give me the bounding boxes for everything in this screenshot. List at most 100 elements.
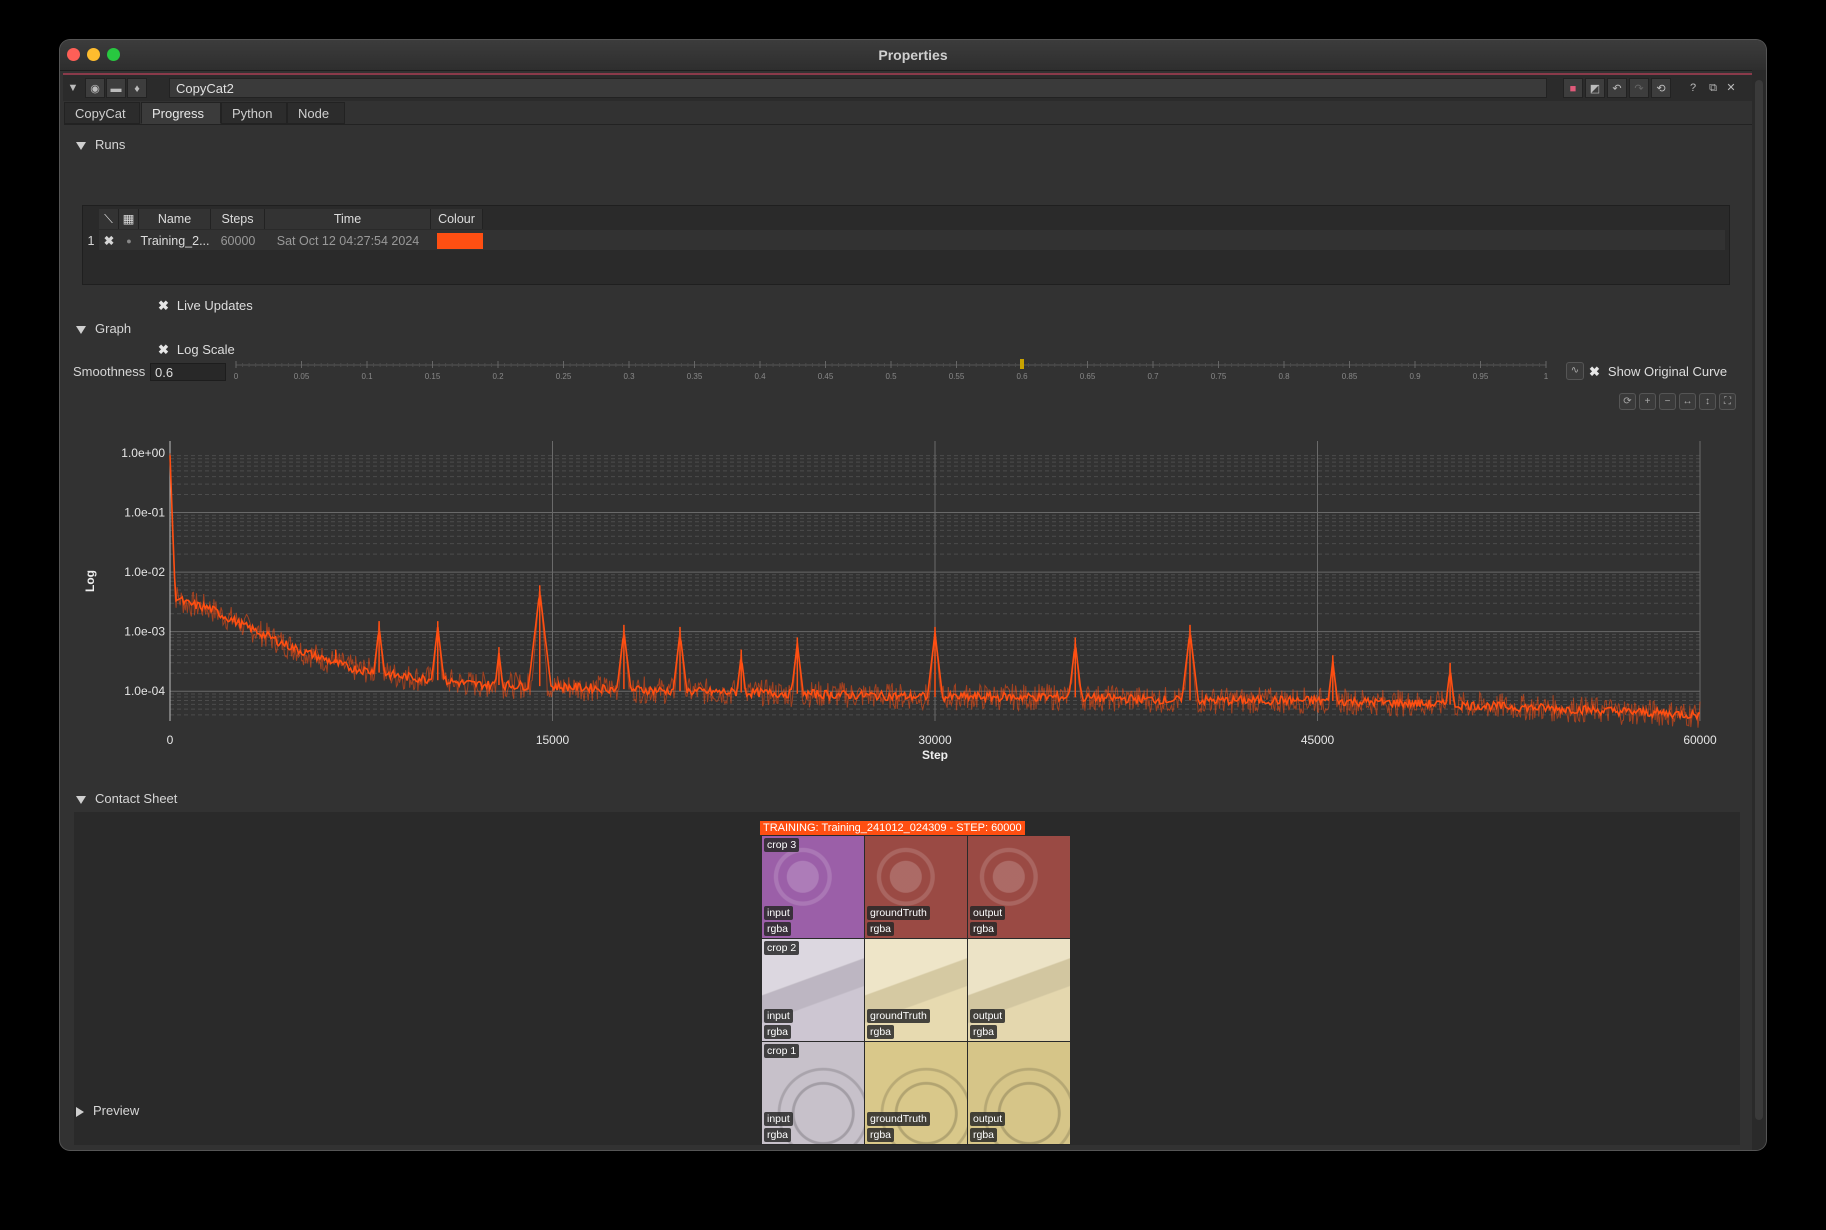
x-tick-label: 0 [167,733,174,747]
original-curve-series[interactable] [169,453,1701,728]
slider-tick-label: 0.5 [885,372,897,381]
runs-table: ⟍ ▦ Name Steps Time Colour 1 ✖ ● Trainin… [82,205,1730,285]
contact-sheet-cell: groundTruth rgba [865,836,967,938]
properties-window: Properties ▼ ◉ ▬ ♦ CopyCat2 ■ ◩ ↶ ↷ ⟲ ? … [60,40,1766,1150]
cell-layer-label: output [970,1112,1006,1126]
slider-tick-label: 0.45 [818,372,834,381]
y-axis-label: Log [84,570,97,592]
tab-progress[interactable]: Progress [141,102,221,124]
zoom-out-icon[interactable]: − [1659,393,1676,410]
log-scale-checkbox[interactable]: ✖ Log Scale [158,342,235,357]
col-header-colour[interactable]: Colour [431,209,483,229]
window-title: Properties [878,47,948,63]
font-color-icon[interactable]: ◩ [1585,78,1605,98]
col-header-steps[interactable]: Steps [211,209,265,229]
slider-tick-label: 0.8 [1278,372,1290,381]
zoom-window-button[interactable] [107,48,120,61]
close-panel-icon[interactable]: ✕ [1726,82,1736,94]
slider-handle[interactable] [1020,359,1024,369]
y-tick-label: 1.0e-02 [124,565,165,579]
graph-section-header[interactable]: Graph [76,321,131,336]
zoom-in-icon[interactable]: + [1639,393,1656,410]
revert-icon[interactable]: ⟲ [1651,78,1671,98]
title-bar: Properties [60,40,1766,71]
col-header-time[interactable]: Time [265,209,431,229]
tab-python[interactable]: Python [221,102,287,124]
y-tick-label: 1.0e-03 [124,625,165,639]
x-tick-label: 30000 [918,733,952,747]
live-updates-checkbox[interactable]: ✖ Live Updates [158,298,253,313]
fit-icon[interactable]: ⛶ [1719,393,1736,410]
close-window-button[interactable] [67,48,80,61]
row-sheet-radio-icon[interactable]: ● [126,236,132,246]
runs-section-header[interactable]: Runs [76,137,125,152]
expand-triangle-icon [76,795,86,804]
checkbox-checked-icon: ✖ [158,298,169,313]
collapsed-triangle-icon [76,1106,84,1117]
cell-layer-label: groundTruth [867,906,930,920]
slider-tick-label: 0.7 [1147,372,1159,381]
cell-channel-label: rgba [970,1025,998,1039]
contact-sheet-cell: crop 3 input rgba [762,836,864,938]
node-name-field[interactable]: CopyCat2 [169,78,1547,98]
contact-sheet-section-header[interactable]: Contact Sheet [76,791,177,806]
smoothness-slider[interactable]: 0 0.05 0.1 0.15 0.2 0.25 0.3 0.35 0.4 0.45 0.5 0.55… [230,357,1560,383]
slider-tick-label: 0.95 [1473,372,1489,381]
zoom-x-icon[interactable]: ↔ [1679,393,1696,410]
smoothness-input[interactable]: 0.6 [150,363,226,381]
redo-icon[interactable]: ↷ [1629,78,1649,98]
curve-toggle-icon[interactable]: ∿ [1566,362,1584,380]
collapse-panel-icon[interactable]: ▼ [67,82,79,94]
show-original-curve-checkbox[interactable]: ✖ Show Original Curve [1589,364,1728,379]
slider-tick-label: 0.85 [1342,372,1358,381]
checkbox-checked-icon: ✖ [1589,364,1600,379]
help-icon[interactable]: ? [1689,82,1697,94]
y-tick-label: 1.0e+00 [121,446,165,460]
scrollbar-thumb[interactable] [1755,80,1763,1120]
pin-icon[interactable]: ♦ [127,78,147,98]
float-panel-icon[interactable]: ⧉ [1709,82,1717,94]
slider-tick-label: 0.4 [754,372,766,381]
row-time: Sat Oct 12 04:27:54 2024 [276,234,420,248]
minimize-window-button[interactable] [87,48,100,61]
center-node-icon[interactable]: ◉ [85,78,105,98]
contact-sheet-grid: crop 3 input rgba groundTruth rgba output rgba… [762,836,1072,1144]
col-header-name[interactable]: Name [139,209,211,229]
tab-copycat[interactable]: CopyCat [64,102,140,124]
contact-sheet-cell: groundTruth rgba [865,1042,967,1144]
zoom-y-icon[interactable]: ↕ [1699,393,1716,410]
cell-layer-label: output [970,906,1006,920]
contact-sheet-cell: crop 1 input rgba [762,1042,864,1144]
contact-sheet-cell: crop 2 input rgba [762,939,864,1041]
cell-layer-label: groundTruth [867,1112,930,1126]
viewer-icon[interactable]: ▬ [106,78,126,98]
row-index: 1 [87,234,95,248]
cell-layer-label: input [764,906,793,920]
contact-sheet-title: TRAINING: Training_241012_024309 - STEP:… [760,821,1025,835]
cell-channel-label: rgba [970,1128,998,1142]
row-colour-swatch[interactable] [437,233,483,249]
loss-chart[interactable]: 0 15000 30000 45000 60000 1.0e+00 1.0e-01 1.0e-… [84,431,1744,761]
slider-tick-label: 0.75 [1211,372,1227,381]
contact-sheet-grid-icon[interactable]: ▦ [119,209,139,229]
cell-layer-label: input [764,1112,793,1126]
node-color-icon[interactable]: ■ [1563,78,1583,98]
panel-scrollbar[interactable] [1752,70,1766,1150]
contact-sheet-cell: groundTruth rgba [865,939,967,1041]
slider-tick-label: 0.65 [1080,372,1096,381]
refresh-icon[interactable]: ⟳ [1619,393,1636,410]
plot-visibility-icon[interactable]: ⟍ [99,209,119,229]
slider-tick-label: 0.25 [556,372,572,381]
table-row[interactable] [99,230,1725,250]
cell-channel-label: rgba [764,1128,792,1142]
slider-tick-label: 0.1 [361,372,373,381]
progress-panel: Runs ⟍ ▦ Name Steps Time Colour 1 ✖ ● Tr… [64,124,1754,1145]
cell-channel-label: rgba [764,922,792,936]
slider-tick-label: 0 [234,372,239,381]
preview-section-header[interactable]: Preview [76,1103,139,1118]
row-run-name[interactable]: Training_2... [140,234,210,248]
tab-node[interactable]: Node [287,102,345,124]
row-plot-checkbox-icon[interactable]: ✖ [103,234,115,248]
slider-tick-label: 0.9 [1409,372,1421,381]
undo-icon[interactable]: ↶ [1607,78,1627,98]
